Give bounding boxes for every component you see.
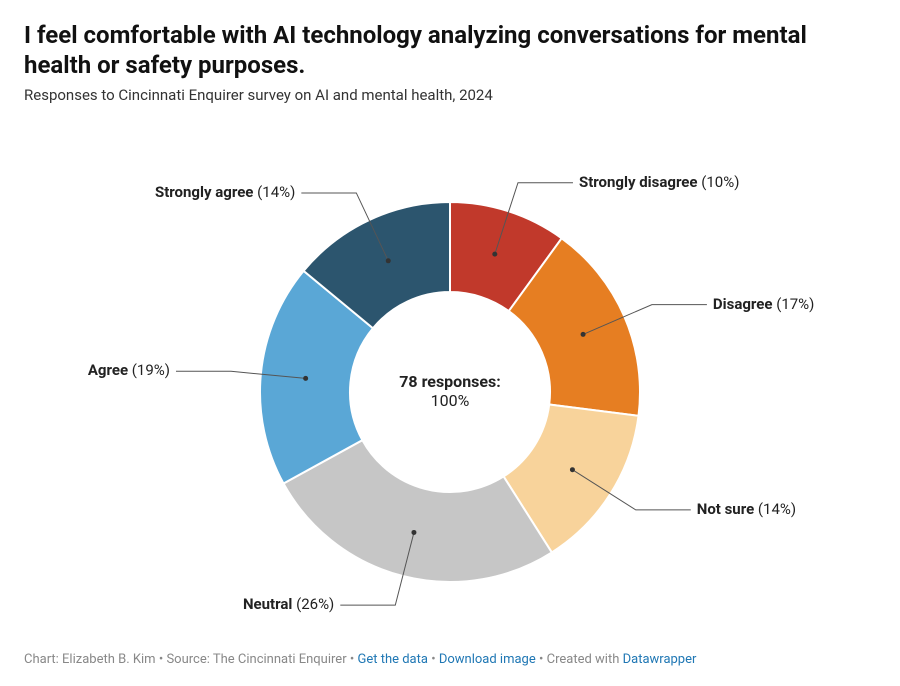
slice-label: Strongly agree (14%) — [155, 183, 295, 201]
leader-dot — [303, 376, 308, 381]
footer-created-label: Created with — [547, 652, 623, 667]
center-line1: 78 responses: — [399, 372, 501, 391]
footer-source: The Cincinnati Enquirer — [213, 652, 347, 667]
leader-dot — [411, 530, 416, 535]
leader-dot — [581, 332, 586, 337]
footer-download-link[interactable]: Download image — [439, 652, 536, 667]
footer-chart-by: Elizabeth B. Kim — [62, 652, 156, 667]
chart-footer: Chart: Elizabeth B. Kim • Source: The Ci… — [0, 652, 900, 679]
leader-dot — [386, 258, 391, 263]
leader-dot — [492, 252, 497, 257]
footer-chart-by-label: Chart: — [24, 652, 62, 667]
leader-dot — [570, 467, 575, 472]
slice-label: Disagree (17%) — [713, 295, 815, 313]
footer-sep: • — [431, 652, 439, 667]
chart-title: I feel comfortable with AI technology an… — [24, 20, 844, 80]
slice-label: Agree (19%) — [88, 361, 170, 379]
slice-label: Strongly disagree (10%) — [579, 173, 739, 191]
slice-label: Not sure (14%) — [697, 500, 796, 518]
chart-center-label: 78 responses: 100% — [350, 372, 550, 410]
donut-chart: 78 responses: 100% Strongly disagree (10… — [24, 112, 876, 652]
center-line2: 100% — [431, 391, 470, 410]
footer-source-label: Source: — [166, 652, 212, 667]
footer-datawrapper-link[interactable]: Datawrapper — [623, 652, 697, 667]
chart-subtitle: Responses to Cincinnati Enquirer survey … — [24, 86, 876, 104]
footer-get-data-link[interactable]: Get the data — [357, 652, 427, 667]
slice-label: Neutral (26%) — [243, 595, 334, 613]
footer-sep: • — [539, 652, 547, 667]
